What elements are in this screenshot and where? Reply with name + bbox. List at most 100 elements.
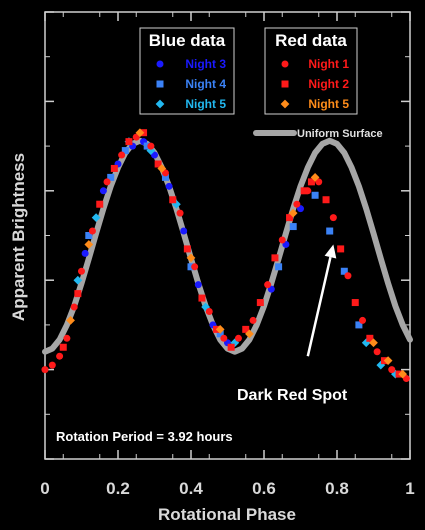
red-night-1-point xyxy=(293,200,301,208)
rotation-period-label: Rotation Period = 3.92 hours xyxy=(56,429,233,444)
red-night-2-point xyxy=(300,187,308,195)
red-night-1-point xyxy=(88,227,96,235)
red-night-1-point xyxy=(191,263,199,271)
red-night-2-point xyxy=(307,178,315,186)
red-night-1-point xyxy=(234,334,242,342)
red-data-legend-entry: Night 2 xyxy=(308,77,349,91)
red-night-2-point xyxy=(337,245,345,253)
blue-night-3-point xyxy=(81,249,89,257)
red-night-2-point xyxy=(125,138,133,146)
red-night-2-point xyxy=(256,299,264,307)
blue-night-4-point xyxy=(275,263,283,271)
red-night-5-point xyxy=(398,369,408,379)
red-night-5-point xyxy=(157,164,167,173)
dark-red-spot-arrow xyxy=(306,256,332,357)
red-data-legend-marker xyxy=(280,99,290,109)
blue-night-3-point xyxy=(151,151,158,159)
blue-data-legend-marker xyxy=(156,80,164,88)
red-night-2-point xyxy=(96,200,104,208)
red-night-1-point xyxy=(161,169,169,177)
red-night-1-point xyxy=(359,316,367,324)
red-night-1-point xyxy=(48,361,56,369)
blue-night-4-point xyxy=(340,267,348,275)
red-night-1-point xyxy=(329,214,337,222)
red-night-1-point xyxy=(402,375,410,383)
blue-night-4-point xyxy=(161,173,169,181)
blue-data-legend-entry: Night 5 xyxy=(185,97,226,111)
red-night-1-point xyxy=(78,267,85,275)
x-tick-label: 0.2 xyxy=(106,479,130,498)
red-night-5-point xyxy=(135,128,145,138)
red-night-1-point xyxy=(278,236,286,244)
red-night-2-point xyxy=(286,214,294,222)
blue-data-legend-marker xyxy=(155,99,165,109)
blue-data-legend-entry: Night 4 xyxy=(185,77,226,91)
blue-night-3-point xyxy=(180,227,188,235)
blue-data-legend-marker xyxy=(156,60,164,68)
blue-night-4-point xyxy=(326,227,334,235)
red-night-2-point xyxy=(198,294,206,302)
red-night-2-point xyxy=(242,325,250,333)
red-night-1-point xyxy=(118,151,126,159)
red-night-1-point xyxy=(373,348,381,356)
red-night-1-point xyxy=(220,334,228,342)
red-night-1-point xyxy=(344,272,352,280)
red-night-2-point xyxy=(366,334,374,342)
red-night-5-point xyxy=(288,208,298,218)
red-night-2-point xyxy=(322,196,330,204)
red-data-legend-marker xyxy=(281,80,289,88)
red-data-legend-entry: Night 5 xyxy=(308,97,349,111)
red-night-2-point xyxy=(351,299,359,307)
red-night-1-point xyxy=(56,352,64,360)
red-night-5-point xyxy=(84,240,94,249)
red-night-2-point xyxy=(183,245,191,253)
red-night-5-point xyxy=(186,253,196,263)
red-night-1-point xyxy=(103,178,111,186)
red-data-legend-box xyxy=(264,27,358,115)
x-tick-label: 0 xyxy=(40,479,49,498)
red-data-legend-marker xyxy=(281,60,289,68)
blue-night-3-point xyxy=(165,182,173,190)
blue-data-legend-title: Blue data xyxy=(149,31,226,50)
blue-night-4-point xyxy=(85,232,93,239)
blue-night-4-point xyxy=(289,223,297,231)
blue-night-4-point xyxy=(107,173,115,181)
blue-night-3-point xyxy=(194,281,202,289)
red-night-2-point xyxy=(271,254,279,262)
dark-red-spot-annotation: Dark Red Spot xyxy=(237,244,348,404)
red-night-1-point xyxy=(70,303,78,311)
blue-night-5-point xyxy=(73,275,83,285)
red-night-5-point xyxy=(245,329,254,339)
red-data-legend-entry: Night 1 xyxy=(308,57,349,71)
red-night-2-point xyxy=(74,290,82,298)
red-night-1-point xyxy=(41,366,49,374)
red-night-5-point xyxy=(383,356,393,366)
red-night-1-point xyxy=(315,178,323,186)
red-night-1-point xyxy=(249,316,257,324)
blue-night-4-point xyxy=(121,147,129,155)
red-night-2-point xyxy=(110,164,118,172)
red-night-1-point xyxy=(388,366,396,374)
red-night-5-point xyxy=(215,324,225,334)
red-night-2-point xyxy=(169,196,177,204)
blue-night-4-point xyxy=(216,330,224,338)
legend: Blue data Night 3 Night 4 Night 5 Red data Ni… xyxy=(139,27,358,115)
blue-night-4-point xyxy=(311,191,319,199)
x-tick-label: 0.8 xyxy=(325,479,349,498)
red-night-2-point xyxy=(227,343,235,351)
red-night-5-point xyxy=(310,173,320,182)
red-night-1-point xyxy=(132,133,140,141)
data-points xyxy=(41,128,410,383)
x-axis-title: Rotational Phase xyxy=(158,505,296,524)
red-night-1-point xyxy=(205,307,213,315)
blue-data-legend-entry: Night 3 xyxy=(185,57,226,71)
x-tick-label: 1 xyxy=(405,479,414,498)
x-tick-label: 0.6 xyxy=(252,479,276,498)
red-night-5-point xyxy=(66,316,75,325)
red-night-1-point xyxy=(264,281,272,289)
blue-night-4-point xyxy=(143,142,151,150)
x-tick-label: 0.4 xyxy=(179,479,203,498)
x-tick-labels: 0 0.2 0.4 0.6 0.8 1 xyxy=(40,479,414,498)
blue-night-5-point xyxy=(91,213,101,222)
